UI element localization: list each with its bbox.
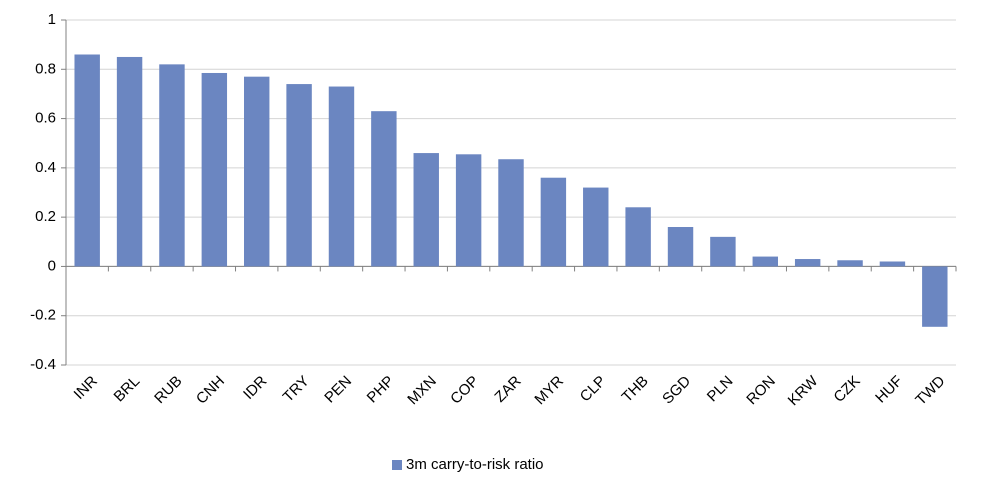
bar bbox=[286, 84, 312, 267]
bar bbox=[667, 227, 694, 267]
y-tick-label: 1 bbox=[48, 11, 56, 28]
x-tick-label: TWD bbox=[912, 372, 948, 408]
bar bbox=[159, 64, 185, 267]
bar bbox=[879, 261, 906, 267]
y-tick-label: 0 bbox=[48, 257, 56, 274]
x-tick-label: CZK bbox=[830, 373, 863, 406]
y-tick-label: 0.6 bbox=[35, 110, 56, 127]
bar bbox=[498, 159, 524, 267]
x-tick-label: RUB bbox=[151, 373, 185, 407]
bar bbox=[837, 260, 863, 267]
bar bbox=[201, 72, 228, 267]
x-tick-label: PEN bbox=[321, 373, 355, 407]
x-tick-label: MXN bbox=[404, 373, 440, 409]
x-tick-label: THB bbox=[619, 373, 652, 406]
y-tick-label: -0.4 bbox=[30, 356, 56, 373]
x-tick-label: SGD bbox=[659, 373, 694, 408]
x-tick-label: MYR bbox=[531, 373, 567, 409]
x-tick-label: TRY bbox=[280, 373, 313, 406]
x-tick-label: PLN bbox=[704, 373, 737, 406]
bar bbox=[794, 259, 821, 267]
bar bbox=[116, 56, 143, 267]
x-tick-label: INR bbox=[71, 373, 101, 403]
legend-swatch bbox=[392, 460, 402, 470]
legend-label: 3m carry-to-risk ratio bbox=[406, 456, 544, 473]
y-tick-label: -0.2 bbox=[30, 307, 56, 324]
bar bbox=[583, 187, 609, 267]
bar bbox=[413, 153, 439, 267]
bar bbox=[710, 236, 736, 267]
x-tick-label: PHP bbox=[364, 373, 398, 407]
bar bbox=[922, 266, 948, 327]
x-tick-label: CNH bbox=[193, 373, 228, 408]
x-tick-label: CLP bbox=[577, 373, 610, 406]
y-tick-label: 0.2 bbox=[35, 208, 56, 225]
x-tick-label: IDR bbox=[240, 373, 270, 403]
bar bbox=[371, 111, 397, 267]
x-tick-label: BRL bbox=[111, 373, 144, 406]
x-tick-label: ZAR bbox=[491, 372, 524, 405]
x-tick-label: HUF bbox=[872, 373, 906, 407]
bar bbox=[455, 154, 482, 267]
y-tick-label: 0.8 bbox=[35, 60, 56, 77]
x-tick-label: KRW bbox=[785, 372, 822, 409]
bar bbox=[328, 86, 355, 267]
bar bbox=[540, 177, 567, 267]
y-tick-label: 0.4 bbox=[35, 159, 56, 176]
x-tick-label: RON bbox=[743, 373, 779, 409]
bar bbox=[74, 54, 100, 267]
bar bbox=[625, 207, 651, 267]
bar bbox=[244, 76, 270, 267]
x-tick-label: COP bbox=[447, 373, 482, 408]
bar bbox=[752, 256, 778, 267]
